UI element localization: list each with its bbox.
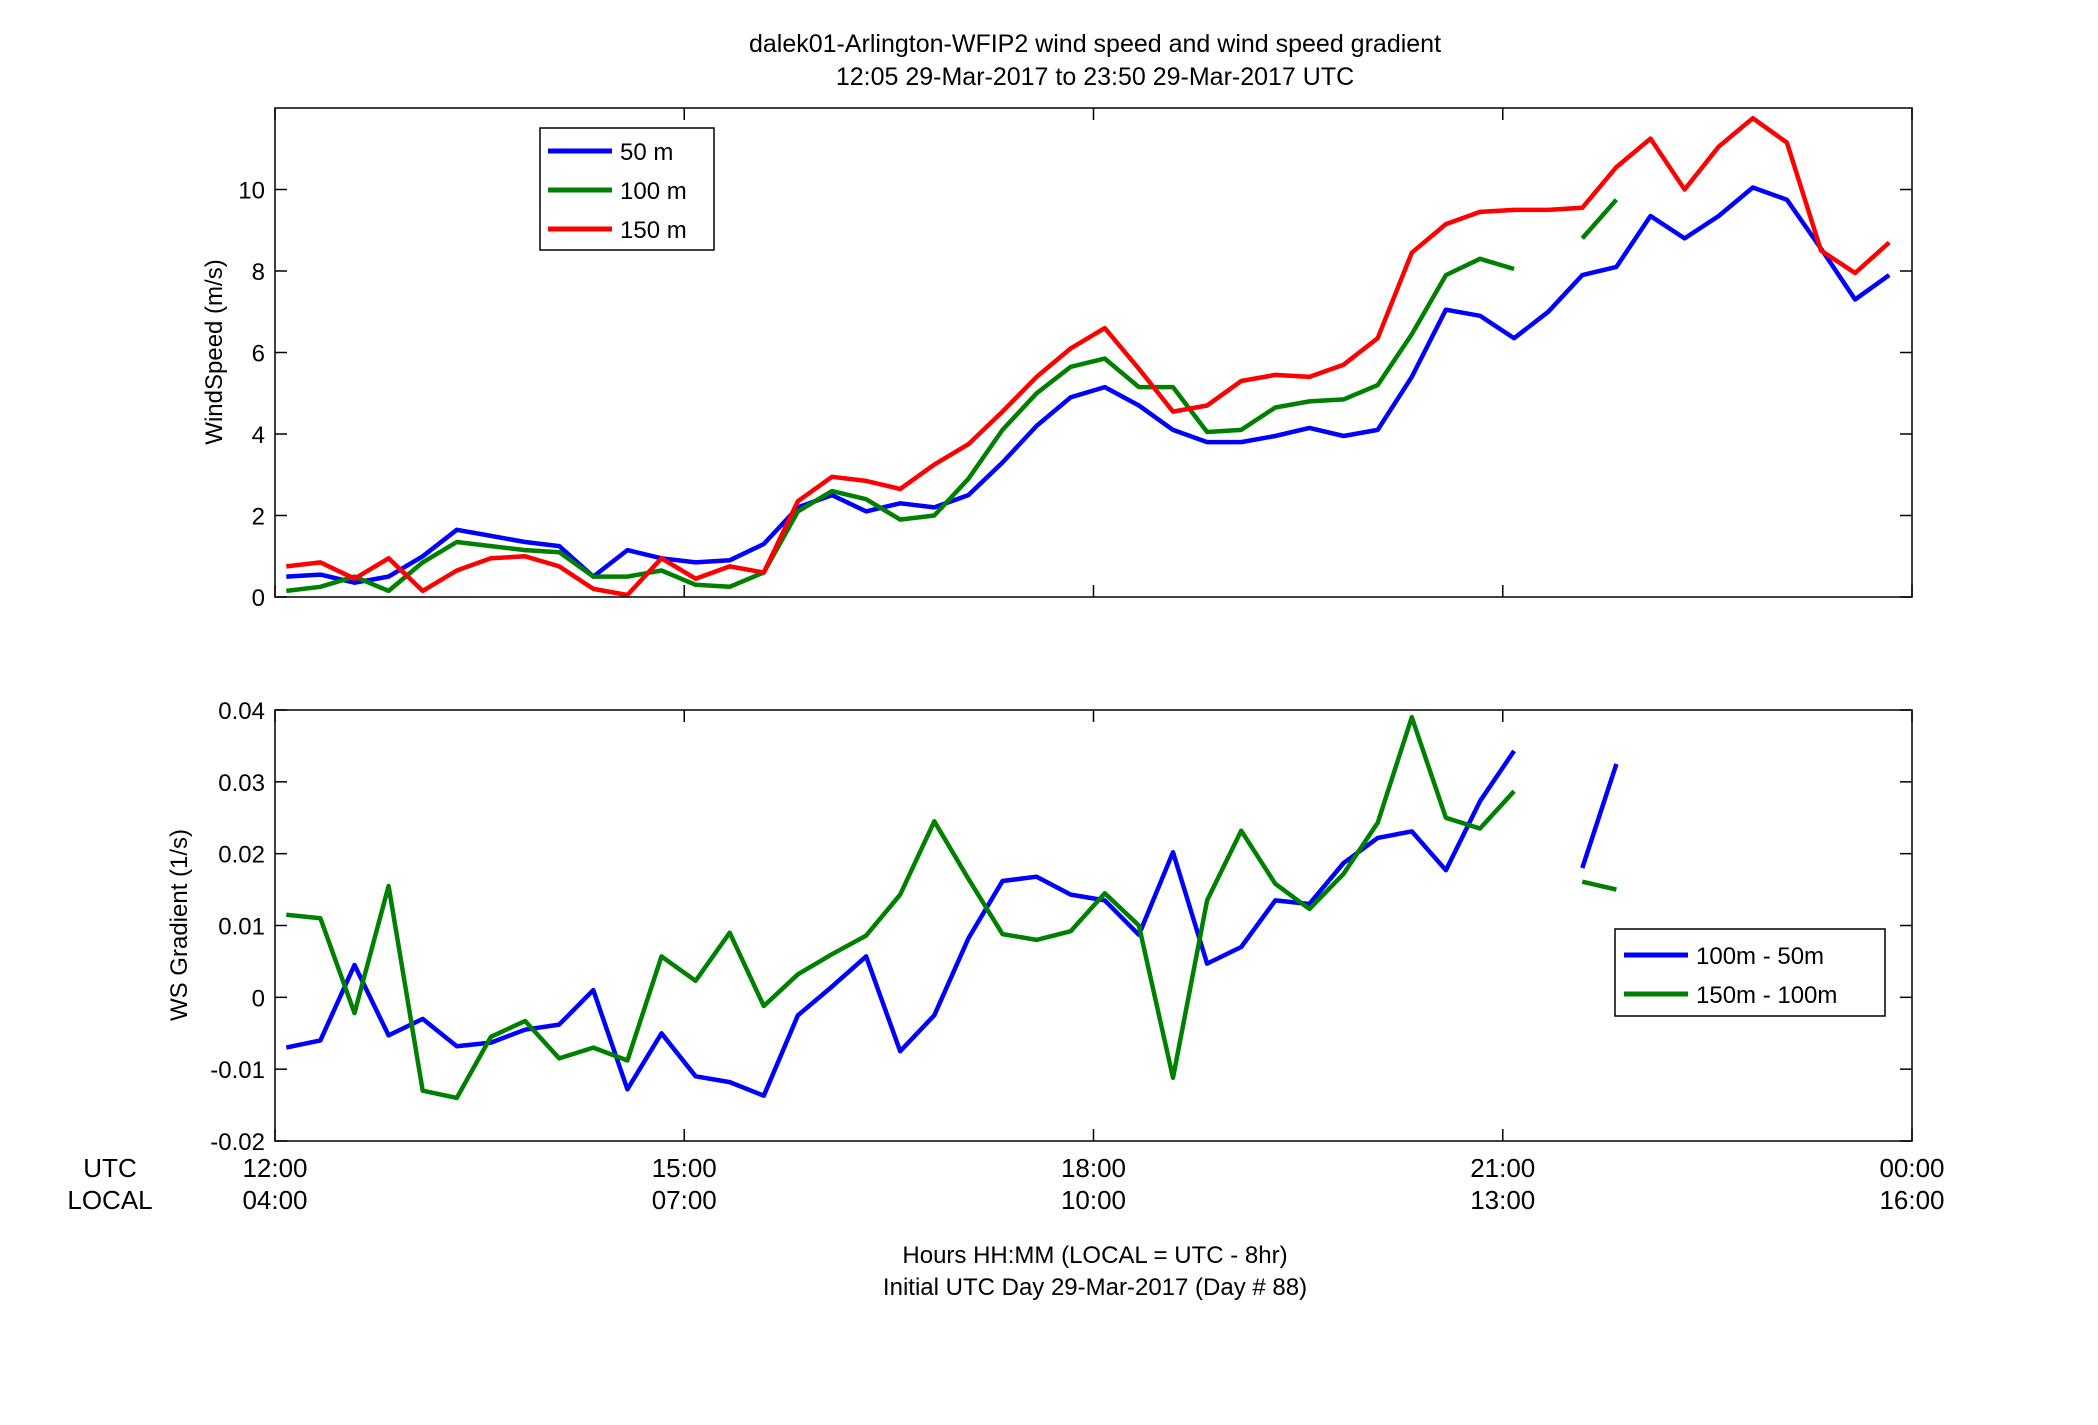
- gradient-series-150m-100m-line-1: [1581, 879, 1617, 892]
- wind-speed-ytick-label: 0: [252, 585, 265, 612]
- wind-speed-ytick-label: 10: [238, 178, 265, 205]
- legend-label-100m-50m: 100m - 50m: [1696, 943, 1824, 970]
- xtick-label-utc: 12:00: [242, 1153, 307, 1183]
- wind-speed-ytick-label: 6: [252, 341, 265, 368]
- xtick-label-local: 13:00: [1470, 1185, 1535, 1215]
- xtick-label-utc: 18:00: [1061, 1153, 1126, 1183]
- legend-label-150m: 150 m: [620, 217, 687, 244]
- wind-speed-legend: 50 m 100 m 150 m: [539, 127, 715, 251]
- gradient-ytick-label: -0.02: [210, 1129, 265, 1156]
- xtick-label-local: 04:00: [242, 1185, 307, 1215]
- legend-label-150m-100m: 150m - 100m: [1696, 982, 1837, 1009]
- x-axis-label: Hours HH:MM (LOCAL = UTC - 8hr): [902, 1242, 1287, 1269]
- legend-label-100m: 100 m: [620, 178, 687, 205]
- xtick-label-utc: 15:00: [652, 1153, 717, 1183]
- wind-speed-ticks: 0 2 4 6 8 10: [238, 108, 1913, 612]
- local-row-label: LOCAL: [67, 1185, 152, 1215]
- gradient-ticks: -0.02 -0.01 0 0.01 0.02 0.03 0.04: [210, 698, 1913, 1156]
- wind-speed-series-100-m-line-0: [286, 256, 1515, 594]
- gradient-series-group: [285, 714, 1619, 1101]
- gradient-ytick-label: 0: [252, 985, 265, 1012]
- wind-speed-ytick-label: 4: [252, 422, 265, 449]
- wind-speed-ytick-label: 2: [252, 504, 265, 531]
- x-axis-sublabel: Initial UTC Day 29-Mar-2017 (Day # 88): [883, 1274, 1307, 1301]
- gradient-series-100m-50m-line-1: [1580, 763, 1619, 869]
- utc-row-label: UTC: [83, 1153, 136, 1183]
- gradient-series-150m-100m-line-0: [286, 714, 1516, 1101]
- xtick-label-utc: 00:00: [1879, 1153, 1944, 1183]
- gradient-ytick-label: 0.03: [218, 770, 265, 797]
- xtick-label-local: 10:00: [1061, 1185, 1126, 1215]
- xtick-label-utc: 21:00: [1470, 1153, 1535, 1183]
- wind-speed-series-50-m-line-0: [286, 185, 1891, 585]
- wind-speed-y-axis-label: WindSpeed (m/s): [201, 259, 228, 444]
- gradient-series-100m-50m-line-0: [285, 749, 1516, 1098]
- gradient-ytick-label: 0.04: [218, 698, 265, 725]
- gradient-ytick-label: 0.01: [218, 914, 265, 941]
- wind-speed-series-group: [286, 115, 1891, 598]
- gradient-legend: 100m - 50m 150m - 100m: [1614, 928, 1886, 1017]
- xtick-label-local: 16:00: [1879, 1185, 1944, 1215]
- chart-title: dalek01-Arlington-WFIP2 wind speed and w…: [749, 30, 1441, 58]
- gradient-legend-box: [1614, 928, 1886, 1017]
- wind-speed-series-150-m-line-0: [286, 115, 1891, 598]
- xtick-label-local: 07:00: [652, 1185, 717, 1215]
- gradient-ytick-label: 0.02: [218, 842, 265, 869]
- legend-label-50m: 50 m: [620, 139, 673, 166]
- chart-subtitle: 12:05 29-Mar-2017 to 23:50 29-Mar-2017 U…: [836, 63, 1354, 91]
- wind-speed-ytick-label: 8: [252, 259, 265, 286]
- wind-speed-series-100-m-line-1: [1580, 198, 1619, 240]
- wind-speed-panel: 0 2 4 6 8 10 WindSpeed (m/s) 50 m 100 m 150 m: [201, 107, 1913, 612]
- gradient-panel: -0.02 -0.01 0 0.01 0.02 0.03 0.04 WS Gradient …: [67, 698, 1944, 1301]
- gradient-ytick-label: -0.01: [210, 1057, 265, 1084]
- gradient-y-axis-label: WS Gradient (1/s): [166, 829, 193, 1021]
